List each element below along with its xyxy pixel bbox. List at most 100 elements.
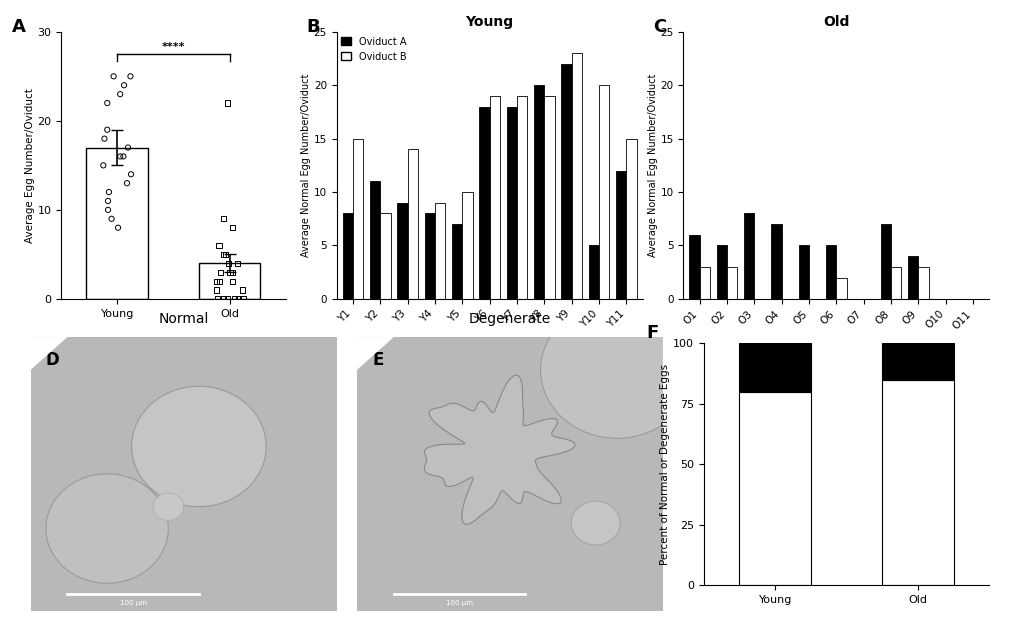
Point (224, 276, 240, 286)
Point (119, 142, 136, 153)
Bar (917, 267, 928, 299)
Bar (353, 139, 363, 299)
Point (224, 267, 240, 277)
Point (221, 267, 237, 277)
Bar (479, 107, 489, 299)
Point (209, 285, 225, 295)
Text: E: E (372, 351, 383, 369)
Bar (462, 192, 472, 299)
Bar (87, 148, 148, 299)
Bar (517, 96, 527, 299)
Bar (770, 224, 781, 299)
Bar (739, 343, 810, 392)
Bar (396, 203, 408, 299)
Title: Young: Young (465, 15, 514, 29)
Title: Old: Old (822, 15, 849, 29)
Point (115, 151, 131, 162)
Bar (879, 224, 891, 299)
Bar (626, 139, 636, 299)
Legend: Oviduct A, Oviduct B: Oviduct A, Oviduct B (341, 37, 407, 62)
Point (212, 276, 228, 286)
Bar (342, 214, 353, 299)
Point (234, 285, 251, 295)
Bar (836, 277, 846, 299)
Text: A: A (12, 18, 25, 36)
Point (219, 294, 235, 304)
Bar (743, 214, 754, 299)
Bar (571, 53, 582, 299)
Text: C: C (652, 18, 665, 36)
Point (208, 276, 224, 286)
Bar (506, 107, 517, 299)
Text: ****: **** (161, 42, 185, 52)
Point (211, 240, 227, 251)
Point (219, 98, 235, 108)
Point (101, 187, 117, 197)
Circle shape (153, 493, 183, 520)
Bar (424, 214, 434, 299)
Bar (588, 245, 598, 299)
Point (215, 249, 231, 259)
Polygon shape (357, 337, 393, 370)
Bar (699, 267, 709, 299)
Point (99, 125, 115, 135)
Y-axis label: Percent of Normal or Degenerate Eggs: Percent of Normal or Degenerate Eggs (659, 364, 669, 565)
Point (100, 205, 116, 215)
Point (215, 294, 231, 304)
Bar (881, 343, 953, 380)
Bar (434, 203, 445, 299)
Y-axis label: Average Egg Number/Oviduct: Average Egg Number/Oviduct (24, 88, 35, 243)
Point (209, 294, 225, 304)
Point (96, 134, 112, 144)
Bar (727, 267, 737, 299)
Point (103, 214, 119, 224)
Bar (408, 149, 418, 299)
Point (229, 258, 246, 268)
Point (112, 89, 128, 99)
Bar (689, 235, 699, 299)
Point (119, 178, 136, 188)
Circle shape (46, 474, 168, 583)
Bar (598, 85, 608, 299)
Y-axis label: Average Normal Egg Number/Oviduct: Average Normal Egg Number/Oviduct (301, 74, 311, 257)
Text: D: D (46, 351, 59, 369)
Point (215, 214, 231, 224)
Point (220, 258, 236, 268)
Bar (739, 392, 810, 585)
Y-axis label: Average Normal Egg Number/Oviduct: Average Normal Egg Number/Oviduct (647, 74, 657, 257)
Circle shape (131, 386, 266, 507)
Bar (716, 245, 727, 299)
Bar (451, 224, 462, 299)
Point (234, 294, 251, 304)
Point (110, 223, 126, 233)
Point (224, 223, 240, 233)
Polygon shape (31, 337, 67, 370)
Point (217, 249, 233, 259)
Text: Degenerate: Degenerate (469, 312, 550, 326)
Point (95, 160, 111, 170)
Point (105, 71, 121, 81)
Bar (891, 267, 901, 299)
Text: Normal: Normal (158, 312, 209, 326)
Text: B: B (306, 18, 319, 36)
Bar (533, 85, 544, 299)
Bar (560, 64, 571, 299)
Point (99, 98, 115, 108)
Point (230, 294, 247, 304)
Bar (615, 170, 626, 299)
Bar (798, 245, 808, 299)
Bar (881, 380, 953, 585)
Circle shape (571, 501, 620, 545)
Point (226, 294, 243, 304)
Circle shape (540, 301, 693, 438)
Bar (907, 256, 917, 299)
Point (112, 151, 128, 162)
Text: F: F (646, 324, 658, 342)
Bar (544, 96, 554, 299)
Bar (380, 214, 390, 299)
Text: 100 μm: 100 μm (445, 600, 473, 607)
Point (100, 196, 116, 206)
Point (212, 267, 228, 277)
Polygon shape (424, 375, 575, 524)
Bar (199, 263, 260, 299)
